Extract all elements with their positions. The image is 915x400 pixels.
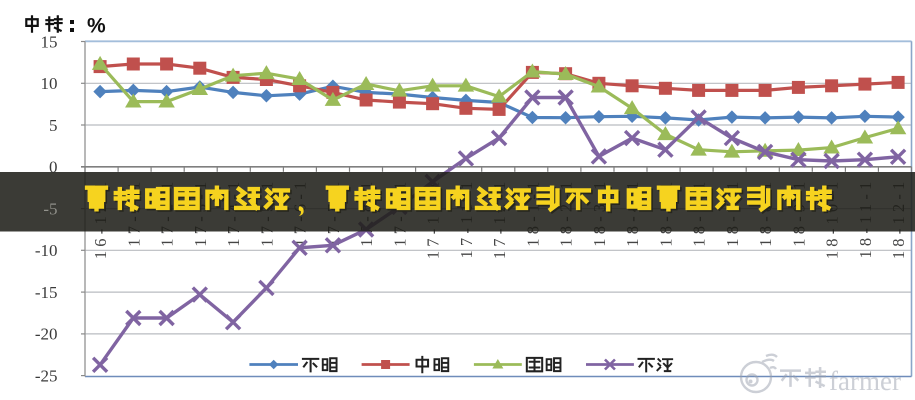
svg-text:farmer: farmer	[829, 366, 901, 396]
svg-text:-20: -20	[35, 325, 58, 344]
svg-text:%: %	[87, 15, 106, 38]
svg-text:15: 15	[41, 32, 58, 51]
svg-text:-5: -5	[43, 199, 57, 218]
svg-text:0: 0	[49, 158, 58, 177]
svg-text:5: 5	[49, 116, 58, 135]
svg-text:-25: -25	[35, 366, 58, 385]
svg-text:10: 10	[41, 74, 58, 93]
svg-text:-10: -10	[35, 241, 58, 260]
svg-text:-15: -15	[35, 283, 58, 302]
